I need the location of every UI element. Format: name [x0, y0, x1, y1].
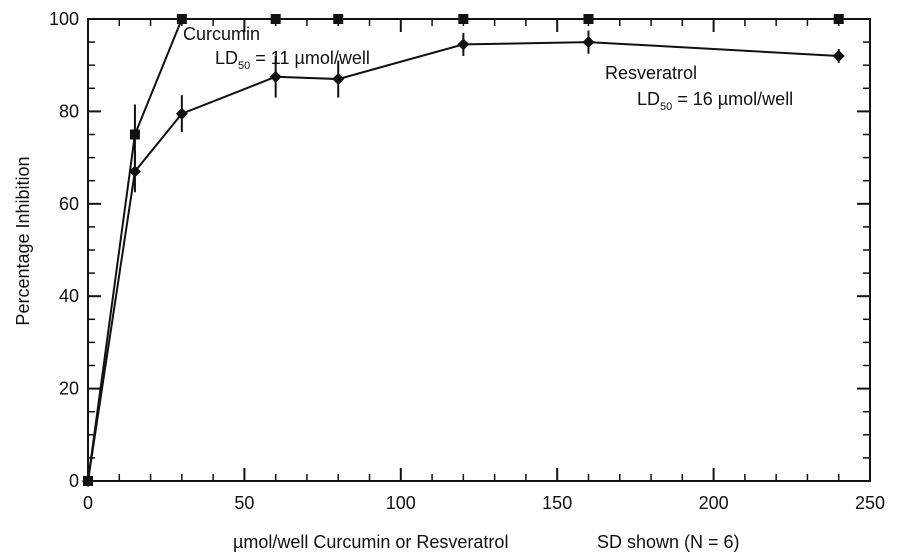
- resveratrol-point: [457, 38, 470, 51]
- x-tick-label: 0: [83, 493, 93, 513]
- resveratrol-point: [128, 165, 141, 178]
- y-tick-label: 100: [49, 9, 79, 29]
- curcumin-label: Curcumin: [183, 24, 260, 44]
- curcumin-line: [87, 18, 839, 482]
- x-tick-label: 100: [386, 493, 416, 513]
- series: [82, 14, 845, 487]
- y-tick-label: 40: [59, 286, 79, 306]
- resveratrol-point: [269, 70, 282, 83]
- curcumin-point: [270, 14, 281, 24]
- ticks: 0 50 100 150 200 250 0 20 40 60 80 100: [49, 9, 885, 513]
- resveratrol-point: [82, 475, 94, 487]
- resveratrol-point: [832, 49, 845, 62]
- resveratrol-point: [175, 107, 188, 120]
- curcumin-point: [333, 14, 344, 24]
- y-tick-label: 60: [59, 194, 79, 214]
- y-tick-label: 20: [59, 379, 79, 399]
- curcumin-point: [583, 14, 594, 24]
- curcumin-point: [833, 14, 844, 24]
- resveratrol-line: [87, 41, 839, 482]
- x-tick-label: 50: [234, 493, 254, 513]
- series-annotations: Curcumin LD50 = 11 µmol/well Resveratrol LD…: [183, 24, 793, 113]
- curcumin-point: [458, 14, 469, 24]
- curcumin-ld50-label: LD50 = 11 µmol/well: [215, 48, 370, 72]
- labels: Percentage Inhibition µmol/well Curcumin…: [13, 156, 740, 552]
- x-axis-note: SD shown (N = 6): [597, 532, 740, 552]
- curcumin-point: [129, 129, 140, 140]
- curcumin-series: [83, 14, 844, 486]
- resveratrol-ld50-label: LD50 = 16 µmol/well: [637, 89, 793, 113]
- y-tick-label: 0: [69, 471, 79, 491]
- curcumin-point: [176, 14, 187, 24]
- resveratrol-label: Resveratrol: [605, 63, 697, 83]
- x-tick-label: 250: [855, 493, 885, 513]
- y-axis-title: Percentage Inhibition: [13, 156, 33, 325]
- resveratrol-point: [332, 73, 345, 86]
- resveratrol-point: [582, 36, 595, 49]
- x-tick-label: 200: [699, 493, 729, 513]
- y-tick-label: 80: [59, 101, 79, 121]
- resveratrol-series: [82, 30, 845, 487]
- x-axis-title: µmol/well Curcumin or Resveratrol: [233, 532, 508, 552]
- x-tick-label: 150: [542, 493, 572, 513]
